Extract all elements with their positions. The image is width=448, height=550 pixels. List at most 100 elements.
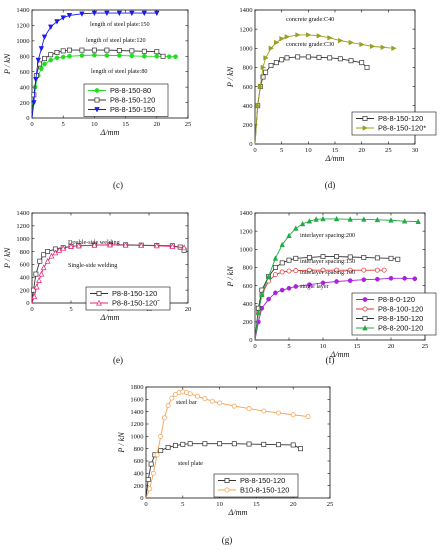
- data-point: [361, 277, 367, 283]
- legend-entry: P8-8-150-120: [112, 289, 157, 298]
- data-point: [257, 83, 264, 90]
- chart-panel-c: 0 5 10 15 20 25 0 200 400 600 800 1000 1200 1400 Δ/mm P…: [3, 7, 192, 190]
- data-point: [395, 256, 401, 262]
- data-point: [48, 52, 54, 58]
- y-tick-label: 1400: [16, 7, 30, 14]
- legend-box: [351, 111, 437, 136]
- data-point: [217, 441, 223, 447]
- data-point: [67, 53, 72, 59]
- data-point: [293, 225, 299, 231]
- data-point: [165, 444, 171, 450]
- data-point: [261, 441, 267, 447]
- x-tick-label: 20: [388, 343, 395, 350]
- y-tick-label: 600: [134, 458, 145, 465]
- y-tick-label: 1200: [16, 23, 30, 30]
- x-tick-label: 20: [290, 501, 297, 508]
- data-point: [347, 278, 353, 283]
- legend-box: [213, 473, 299, 498]
- x-tick-label: 15: [332, 147, 339, 154]
- legend: P8-8-0-120P8-8-100-120P8-8-150-120P8-8-2…: [351, 292, 437, 336]
- x-axis-label: Δ/mm: [325, 154, 345, 163]
- data-point: [263, 55, 269, 61]
- data-point: [181, 244, 187, 251]
- data-point: [316, 33, 323, 39]
- data-point: [361, 255, 367, 260]
- data-point: [40, 264, 47, 271]
- y-tick-label: 200: [20, 287, 31, 294]
- y-tick-label: 400: [243, 103, 254, 110]
- data-point: [279, 269, 285, 275]
- plot-frame: [254, 212, 426, 341]
- data-point: [31, 293, 38, 300]
- data-point: [231, 403, 237, 409]
- data-point: [320, 254, 326, 259]
- annotation-label: steel bar: [176, 399, 197, 406]
- data-point: [138, 242, 145, 248]
- data-point: [347, 254, 353, 260]
- panel-label: (e): [113, 355, 123, 365]
- y-axis-label: P / kN: [226, 266, 235, 288]
- series-2: [31, 10, 160, 119]
- plot-frame: [145, 386, 331, 499]
- data-point: [261, 408, 267, 414]
- y-tick-label: 600: [243, 84, 254, 91]
- data-point: [347, 216, 353, 222]
- data-point: [48, 24, 54, 31]
- panel-label: (f): [326, 355, 335, 365]
- chart-panel-g: 0 5 10 15 20 25 0 200 400 600 800 1000 1200 1400 1600 1…: [117, 384, 334, 545]
- data-point: [306, 255, 312, 260]
- data-point: [153, 242, 160, 249]
- annotation-label: single layer: [300, 283, 329, 290]
- data-point: [79, 53, 85, 58]
- x-tick-label: 20: [154, 121, 161, 128]
- data-point: [412, 276, 418, 282]
- data-point: [154, 10, 160, 17]
- x-tick-label: 0: [30, 306, 34, 313]
- legend-entry: P8-8-0-120: [378, 295, 415, 304]
- data-point: [402, 275, 407, 281]
- x-tick-label: 15: [354, 343, 361, 350]
- data-point: [104, 10, 110, 17]
- legend-entry: B10-8-150-120: [240, 486, 289, 495]
- data-point: [75, 242, 82, 249]
- data-point: [91, 10, 98, 17]
- series-0: [254, 275, 418, 341]
- data-point: [107, 241, 113, 248]
- y-tick-label: 400: [20, 274, 31, 281]
- data-point: [273, 39, 280, 46]
- y-tick-label: 600: [20, 69, 31, 76]
- y-tick-label: 0: [26, 115, 30, 122]
- data-point: [154, 53, 160, 59]
- data-point: [54, 55, 60, 61]
- data-point: [91, 241, 98, 248]
- data-point: [104, 53, 110, 58]
- y-axis-label: P / kN: [3, 247, 12, 269]
- data-point: [276, 442, 281, 448]
- data-point: [195, 393, 200, 399]
- annotation-label: steel plate: [178, 460, 203, 467]
- data-point: [37, 258, 43, 264]
- data-point: [293, 268, 299, 274]
- legend-entry: P8-8-150-120: [110, 96, 155, 105]
- x-tick-label: 0: [144, 501, 148, 508]
- data-point: [33, 271, 39, 277]
- data-point: [272, 272, 278, 278]
- legend-swatch-marker: [96, 291, 102, 296]
- data-point: [79, 11, 85, 17]
- legend-swatch-marker: [96, 299, 102, 306]
- annotation-label: Single-side welding: [68, 262, 117, 269]
- data-point: [48, 252, 55, 259]
- data-point: [313, 216, 319, 222]
- x-tick-label: 0: [30, 121, 34, 128]
- data-point: [116, 10, 123, 17]
- data-point: [33, 283, 40, 290]
- data-point: [39, 66, 44, 71]
- data-point: [380, 44, 387, 51]
- data-point: [293, 255, 299, 261]
- y-tick-label: 1200: [16, 223, 30, 230]
- y-tick-label: 400: [20, 84, 31, 91]
- data-point: [290, 412, 296, 418]
